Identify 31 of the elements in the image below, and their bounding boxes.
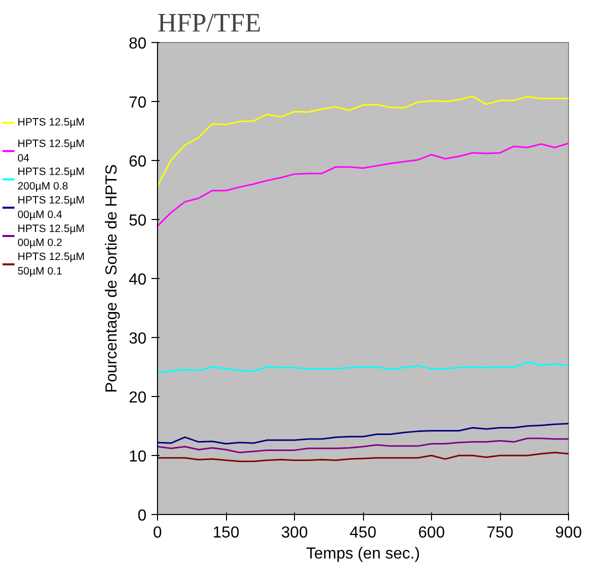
x-tick-label: 750 [486,524,514,542]
legend-label: HPTS 12.5µM 00µM 0.4 [18,194,85,221]
x-tick-label: 450 [350,524,376,542]
y-tick-label: 20 [128,390,147,406]
line-series [158,452,568,462]
chart-title: HFP/TFE [158,8,262,38]
x-tick-label: 600 [418,524,445,542]
x-tick-label: 900 [555,524,582,542]
legend-label: HPTS 12.5µM 00µM 0.2 [18,222,85,250]
y-tick-label: 40 [128,272,147,288]
y-tick-label: 50 [128,212,147,230]
line-series [158,95,568,187]
line-series [158,422,568,444]
line-series [158,142,568,227]
legend-label: HPTS 12.5µM 200µM 0.8 [18,166,85,193]
legend-label: HPTS 12.5µM 04 [18,138,85,164]
y-tick-label: 70 [128,94,147,112]
y-tick-label: 10 [128,448,147,466]
y-axis-title: Pourcentage de Sortie de HPTS [104,164,121,393]
y-tick-label: 60 [128,154,147,170]
y-tick-label: 80 [128,36,147,52]
x-tick-label: 300 [281,524,308,542]
y-tick-label: 0 [138,508,147,524]
line-series [158,438,568,454]
x-tick-label: 150 [212,524,240,542]
legend-label: HPTS 12.5µM [18,116,85,129]
y-tick-label: 30 [128,330,147,348]
legend-label: HPTS 12.5µM 50µM 0.1 [18,251,85,278]
x-tick-label: 0 [153,524,162,542]
x-axis-title: Temps (en sec.) [306,546,420,562]
line-series [158,362,568,374]
